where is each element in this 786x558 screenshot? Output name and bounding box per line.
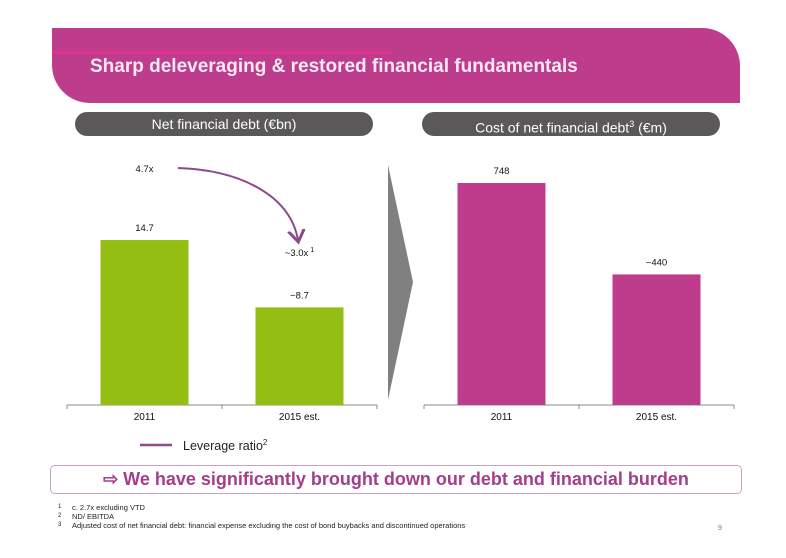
banner-accent-line bbox=[52, 51, 392, 54]
footnote: 2 ND/ EBITDA bbox=[58, 512, 465, 521]
x-tick-label: 2011 bbox=[134, 412, 156, 423]
legend: Leverage ratio2 bbox=[140, 438, 268, 453]
footnote-text: Adjusted cost of net financial debt: fin… bbox=[72, 521, 466, 530]
leverage-ratio-line bbox=[177, 167, 298, 240]
footnote-text: c. 2.7x excluding VTD bbox=[72, 503, 145, 512]
x-tick-label: 2015 est. bbox=[279, 412, 320, 423]
footnote: 1 c. 2.7x excluding VTD bbox=[58, 503, 465, 512]
chevron-arrow-icon bbox=[388, 165, 413, 400]
footnote-marker: 3 bbox=[629, 119, 635, 129]
x-tick-label: 2015 est. bbox=[636, 412, 677, 423]
footnote: 3 Adjusted cost of net financial debt: fi… bbox=[58, 521, 465, 530]
leverage-label: 4.7x bbox=[136, 164, 154, 175]
bar-value-label: ~8.7 bbox=[290, 290, 309, 301]
legend-label: Leverage ratio2 bbox=[183, 438, 268, 453]
conclusion-box: ⇨ We have significantly brought down our… bbox=[50, 465, 742, 494]
footnote-number: 2 bbox=[58, 513, 62, 519]
bar-value-label: 748 bbox=[494, 166, 510, 177]
chart-title-net-debt: Net financial debt (€bn) bbox=[75, 112, 373, 136]
title-banner bbox=[52, 28, 740, 103]
cost-debt-chart: 748 2011 ~440 2015 est. bbox=[423, 166, 735, 423]
x-tick-label: 2011 bbox=[491, 412, 513, 423]
bar-value-label: ~440 bbox=[646, 257, 667, 268]
footnotes: 1 c. 2.7x excluding VTD 2 ND/ EBITDA 3 Adju… bbox=[58, 503, 465, 530]
bar bbox=[255, 307, 344, 405]
footnote-text: ND/ EBITDA bbox=[72, 512, 115, 521]
chart-title-text: Cost of net financial debt bbox=[475, 119, 630, 136]
leverage-label: ~3.0x 1 bbox=[285, 247, 315, 259]
footnote-number: 3 bbox=[58, 522, 62, 528]
footnote-number: 1 bbox=[58, 504, 62, 510]
bar bbox=[457, 183, 546, 405]
chart-title-text: Net financial debt (€bn) bbox=[151, 116, 297, 132]
chart-title-unit: (€m) bbox=[638, 119, 667, 136]
bar bbox=[612, 274, 701, 405]
page-number: 9 bbox=[718, 525, 722, 532]
bar-value-label: 14.7 bbox=[135, 223, 154, 234]
chart-title-cost-debt: Cost of net financial debt3 (€m) bbox=[422, 112, 720, 136]
bar bbox=[100, 240, 189, 405]
conclusion-text: ⇨ We have significantly brought down our… bbox=[103, 469, 689, 489]
net-debt-chart: 14.7 2011 ~8.7 2015 est. 4.7x ~3.0x 1 bbox=[66, 164, 378, 423]
slide-title: Sharp deleveraging & restored financial … bbox=[90, 56, 578, 77]
